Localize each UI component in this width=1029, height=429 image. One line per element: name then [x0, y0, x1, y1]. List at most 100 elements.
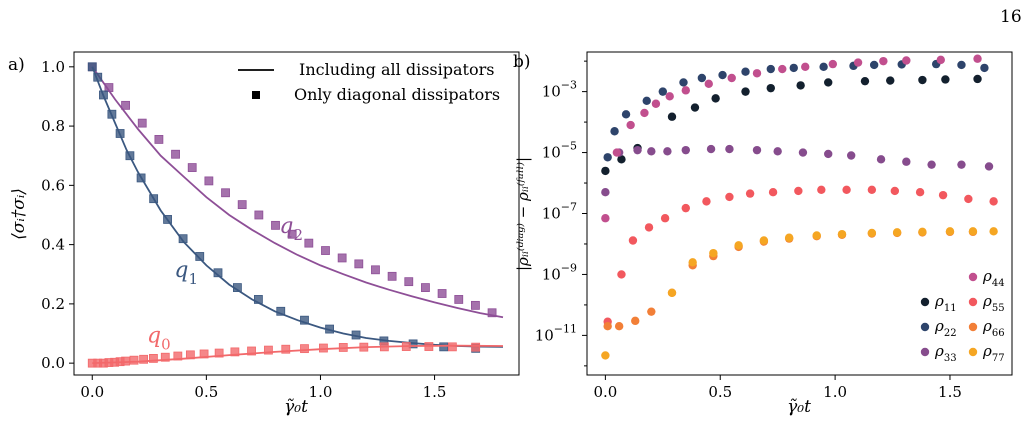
legend-marker-ρ33: [920, 347, 930, 357]
panel-a-ytick-label: 0.8: [41, 117, 65, 135]
point-ρ22: [957, 60, 966, 70]
point-ρ44: [902, 56, 911, 65]
point-ρ22: [718, 70, 727, 80]
panel-a-ytick-label: 1.0: [41, 58, 65, 76]
point-ρ33: [706, 144, 716, 154]
marker-q2: [204, 176, 214, 186]
point-ρ11: [918, 75, 927, 85]
point-ρ44: [936, 55, 945, 65]
marker-q2: [271, 220, 280, 230]
marker-q2: [154, 135, 164, 144]
marker-q2: [221, 188, 230, 198]
marker-q2: [337, 253, 347, 263]
point-ρ77: [812, 231, 821, 240]
panel-b-xtick-label: 1.5: [938, 383, 962, 401]
point-ρ77: [709, 248, 718, 258]
point-ρ33: [798, 148, 808, 157]
marker-q1: [125, 151, 135, 161]
panel-b-ytick-label: 10−3: [542, 79, 577, 101]
point-ρ66: [603, 322, 612, 331]
marker-q2: [287, 229, 297, 239]
series-line-q0: [92, 344, 504, 364]
curve-label-q1: q1: [174, 258, 198, 288]
point-ρ55: [681, 203, 690, 213]
point-ρ44: [801, 62, 810, 72]
point-ρ22: [603, 153, 612, 162]
marker-q0: [401, 342, 411, 351]
point-ρ44: [752, 69, 762, 78]
marker-q0: [139, 354, 149, 364]
point-ρ77: [734, 241, 743, 250]
marker-q1: [276, 306, 286, 316]
legend-marker-ρ77: [968, 347, 978, 357]
point-ρ11: [973, 74, 982, 84]
point-ρ11: [941, 75, 950, 84]
point-ρ44: [973, 54, 982, 63]
point-ρ33: [633, 145, 642, 155]
legend-entry-diagonal: Only diagonal dissipators: [294, 85, 500, 104]
marker-q2: [237, 200, 247, 210]
marker-q2: [321, 246, 330, 255]
panel-b-ytick-label: 10−11: [535, 322, 577, 344]
point-ρ44: [681, 86, 690, 95]
marker-q0: [300, 344, 309, 354]
panel-a-plot: 0.0 0.5 1.0 1.5 0.0 0.2 0.4 0.6 0.8 1.0 q2 q1 q0 Incl…: [41, 58, 504, 401]
legend-marker-ρ11: [920, 297, 930, 307]
point-ρ55: [702, 197, 711, 206]
marker-q1: [195, 252, 205, 261]
panel-b-ytick-label: 10−5: [542, 140, 577, 162]
point-ρ11: [796, 81, 805, 90]
marker-q2: [421, 283, 430, 292]
point-ρ22: [679, 78, 688, 87]
marker-q1: [149, 194, 159, 204]
legend-marker-ρ22: [920, 322, 930, 332]
point-ρ11: [741, 87, 750, 96]
marker-q0: [214, 348, 224, 358]
marker-q2: [371, 265, 380, 275]
marker-q0: [121, 356, 130, 366]
panel-b-xtick-label: 1.0: [823, 383, 847, 401]
point-ρ44: [879, 56, 888, 66]
point-ρ66: [614, 322, 624, 331]
panel-a-ytick-label: 0.6: [41, 176, 65, 194]
panel-b-xtick-label: 0.0: [593, 383, 617, 401]
point-ρ55: [660, 214, 670, 223]
legend-label-ρ77: ρ77: [982, 342, 1005, 364]
point-ρ55: [628, 236, 638, 245]
point-ρ77: [918, 227, 927, 237]
point-ρ44: [640, 108, 649, 118]
point-ρ77: [759, 236, 769, 245]
point-ρ33: [681, 145, 690, 155]
curve-label-q2: q2: [279, 214, 303, 244]
point-ρ77: [688, 258, 697, 267]
legend-marker-ρ55: [968, 297, 978, 307]
marker-q2: [354, 259, 364, 269]
marker-q1: [213, 268, 223, 278]
point-ρ55: [768, 188, 778, 197]
marker-q2: [137, 118, 147, 128]
point-ρ77: [784, 233, 794, 242]
point-ρ55: [842, 185, 851, 194]
marker-q1: [115, 129, 125, 138]
point-ρ22: [819, 62, 828, 72]
panel-a-ytick-label: 0.0: [41, 354, 65, 372]
point-ρ77: [968, 227, 978, 236]
point-ρ55: [794, 186, 803, 196]
point-ρ11: [766, 83, 775, 93]
point-ρ66: [647, 307, 656, 316]
point-ρ66: [631, 316, 640, 326]
marker-q0: [379, 342, 389, 352]
point-ρ11: [886, 76, 895, 85]
panel-a-ytick-label: 0.4: [41, 236, 65, 254]
legend-label-ρ33: ρ33: [934, 342, 957, 364]
marker-q1: [136, 173, 146, 183]
point-ρ22: [741, 67, 750, 76]
point-ρ44: [704, 79, 713, 89]
marker-q0: [424, 342, 434, 351]
marker-q0: [319, 343, 328, 353]
point-ρ33: [957, 160, 966, 169]
point-ρ44: [626, 120, 635, 130]
point-ρ11: [617, 155, 626, 164]
point-ρ22: [789, 63, 798, 73]
marker-q0: [230, 347, 240, 357]
